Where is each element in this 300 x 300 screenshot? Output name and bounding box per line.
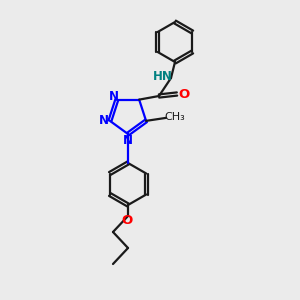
Text: N: N: [109, 90, 119, 103]
Text: HN: HN: [153, 70, 173, 83]
Text: O: O: [178, 88, 190, 100]
Text: O: O: [122, 214, 133, 227]
Text: CH₃: CH₃: [165, 112, 185, 122]
Text: N: N: [99, 114, 109, 128]
Text: N: N: [123, 134, 133, 146]
